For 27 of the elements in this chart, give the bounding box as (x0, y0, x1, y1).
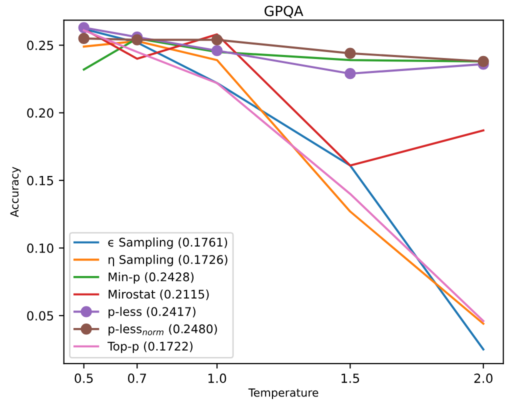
legend-label: p-less$_{norm}$ (0.2480) (108, 324, 217, 336)
x-tick-label: 1.0 (208, 374, 226, 383)
point (344, 48, 356, 59)
legend-label: Min-p (0.2428) (108, 272, 194, 284)
legend-label: Top-p (0.1722) (108, 342, 192, 353)
point (211, 34, 223, 46)
legend-label: η Sampling (0.1726) (108, 254, 228, 266)
y-tick-label: 0.05 (27, 311, 54, 321)
y-axis-title: Accuracy (10, 166, 21, 218)
chart-title: GPQA (264, 6, 304, 18)
x-tick-label: 0.5 (74, 374, 93, 383)
x-axis-title: Temperature (248, 388, 318, 399)
x-tick-label: 0.7 (128, 374, 146, 383)
point (132, 34, 143, 46)
legend-label: ϵ Sampling (0.1761) (108, 238, 228, 249)
y-tick-label: 0.15 (27, 176, 54, 186)
x-tick-label: 1.5 (342, 374, 360, 383)
point (78, 32, 90, 44)
point (344, 68, 356, 80)
point (211, 45, 223, 56)
legend-label: Mirostat (0.2115) (108, 290, 209, 300)
y-tick-label: 0.20 (27, 108, 54, 118)
x-tick-label: 2.0 (474, 374, 492, 383)
legend-label: p-less (0.2417) (108, 306, 196, 318)
y-tick-label: 0.25 (27, 40, 54, 50)
y-tick-label: 0.10 (27, 243, 54, 253)
point (478, 56, 489, 67)
